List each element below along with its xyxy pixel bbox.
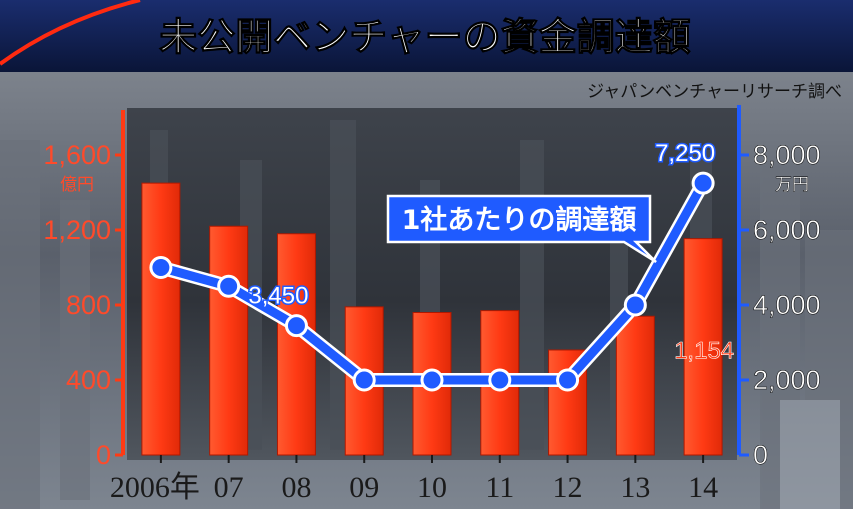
right-tick-label: 8,000 bbox=[753, 140, 821, 170]
right-axis: 0 2,000 4,000 6,000 8,000 bbox=[737, 105, 821, 470]
category-label: 08 bbox=[281, 471, 311, 504]
line-data-label: 7,250 bbox=[655, 140, 715, 167]
background-buildings bbox=[0, 140, 853, 509]
bar bbox=[209, 225, 249, 456]
category-label: 13 bbox=[620, 471, 650, 504]
right-tick-label: 6,000 bbox=[753, 215, 821, 245]
line-series: 3,450 7,250 bbox=[149, 139, 717, 392]
bar-data-label: 1,154 bbox=[674, 338, 734, 365]
category-label: 09 bbox=[349, 471, 379, 504]
line-point bbox=[352, 368, 376, 392]
category-label: 2006年 bbox=[110, 471, 200, 504]
category-label: 11 bbox=[485, 471, 514, 504]
line-point bbox=[623, 293, 647, 317]
right-tick-label: 2,000 bbox=[753, 365, 821, 395]
left-tick-label: 1,200 bbox=[43, 215, 111, 245]
line-point bbox=[284, 314, 308, 338]
category-labels: 2006年 07 08 09 10 11 12 13 14 bbox=[110, 455, 718, 504]
right-axis-unit: 万円 bbox=[775, 175, 809, 195]
right-tick-label: 0 bbox=[753, 440, 768, 470]
left-axis: 0 400 800 1,200 1,600 bbox=[43, 110, 125, 470]
line-point bbox=[149, 256, 173, 279]
left-tick-label: 1,600 bbox=[43, 140, 111, 170]
line-point bbox=[691, 171, 715, 195]
title-band: 未公開ベンチャーの資金調達額 bbox=[0, 0, 853, 72]
chart-title: 未公開ベンチャーの資金調達額 bbox=[159, 15, 691, 59]
line-point bbox=[420, 368, 444, 392]
source-note: ジャパンベンチャーリサーチ調べ bbox=[587, 82, 842, 102]
left-axis-unit: 億円 bbox=[60, 175, 94, 195]
left-tick-label: 0 bbox=[96, 440, 111, 470]
category-label: 10 bbox=[417, 471, 447, 504]
category-label: 12 bbox=[553, 471, 583, 504]
line-data-label: 3,450 bbox=[248, 283, 308, 310]
left-tick-label: 800 bbox=[66, 290, 111, 320]
category-label: 07 bbox=[214, 471, 244, 504]
line-point bbox=[488, 368, 512, 392]
right-tick-label: 4,000 bbox=[753, 290, 821, 320]
line-series-name: 1社あたりの調達額 bbox=[402, 204, 637, 236]
line-callout: 1社あたりの調達額 bbox=[386, 194, 657, 264]
bar bbox=[141, 182, 181, 456]
line-point bbox=[217, 274, 241, 298]
category-label: 14 bbox=[688, 471, 718, 504]
line-point bbox=[556, 368, 580, 392]
left-tick-label: 400 bbox=[66, 365, 111, 395]
bar bbox=[615, 315, 655, 456]
bar bbox=[683, 238, 723, 456]
